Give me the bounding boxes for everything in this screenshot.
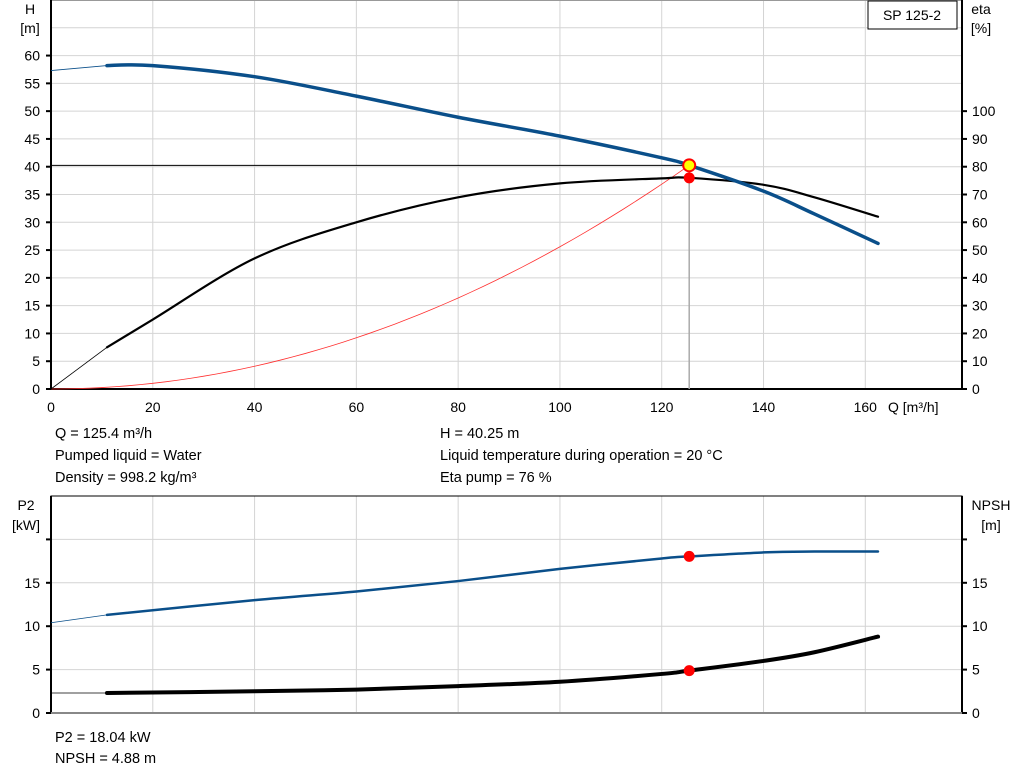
q-axis-label: Q [m³/h] xyxy=(888,399,939,415)
eta-axis-unit: [%] xyxy=(971,20,991,36)
eta-tick-label: 20 xyxy=(972,325,988,341)
npsh-duty-point xyxy=(683,665,695,677)
eta-axis-label: eta xyxy=(971,1,991,17)
eta-tick-label: 40 xyxy=(972,270,988,286)
p2-tick-label: 0 xyxy=(32,705,40,721)
plot-border xyxy=(50,495,963,714)
x-tick-label: 120 xyxy=(650,399,674,415)
curves xyxy=(50,63,881,696)
x-tick-label: 40 xyxy=(247,399,263,415)
h-tick-label: 40 xyxy=(24,159,40,175)
eta-tick-label: 70 xyxy=(972,187,988,203)
h-tick-label: 0 xyxy=(32,381,40,397)
x-tick-label: 20 xyxy=(145,399,161,415)
head-curve xyxy=(105,63,880,246)
duty-point xyxy=(682,158,697,173)
eta-duty-point xyxy=(683,172,695,184)
h-tick-label: 35 xyxy=(24,187,40,203)
eta-tick-label: 80 xyxy=(972,159,988,175)
npsh-tick-label: 0 xyxy=(972,705,980,721)
eta-tick-label: 90 xyxy=(972,131,988,147)
head-curve-extrapolated xyxy=(50,65,108,71)
eta-tick-label: 0 xyxy=(972,381,980,397)
info-q: Q = 125.4 m³/h xyxy=(55,426,152,442)
eta-curve-extrapolated xyxy=(50,347,108,390)
h-tick-label: 45 xyxy=(24,131,40,147)
x-tick-label: 60 xyxy=(349,399,365,415)
top-grid xyxy=(50,0,963,390)
chart-title: SP 125-2 xyxy=(883,7,941,23)
npsh-curve xyxy=(104,634,881,696)
info-temperature: Liquid temperature during operation = 20… xyxy=(440,448,723,464)
x-tick-label: 160 xyxy=(854,399,878,415)
h-axis-label: H xyxy=(25,1,35,17)
p2-duty-point xyxy=(683,550,695,562)
p2-tick-label: 5 xyxy=(32,662,40,678)
info-p2: P2 = 18.04 kW xyxy=(55,730,151,746)
x-tick-label: 0 xyxy=(47,399,55,415)
h-tick-label: 20 xyxy=(24,270,40,286)
npsh-axis-unit: [m] xyxy=(981,517,1000,533)
h-tick-label: 5 xyxy=(32,353,40,369)
info-npsh: NPSH = 4.88 m xyxy=(55,751,156,767)
p2-curve xyxy=(105,550,880,617)
x-tick-label: 140 xyxy=(752,399,776,415)
npsh-tick-label: 10 xyxy=(972,618,988,634)
npsh-tick-label: 15 xyxy=(972,575,988,591)
p2-curve-extrapolated xyxy=(50,614,108,624)
x-tick-label: 100 xyxy=(548,399,572,415)
eta-tick-label: 30 xyxy=(972,298,988,314)
h-tick-label: 10 xyxy=(24,325,40,341)
p2-tick-label: 15 xyxy=(24,575,40,591)
title-box xyxy=(867,0,958,30)
h-tick-label: 25 xyxy=(24,242,40,258)
info-h: H = 40.25 m xyxy=(440,426,519,442)
p2-axis-unit: [kW] xyxy=(12,517,40,533)
system-curve xyxy=(50,164,690,390)
eta-tick-label: 60 xyxy=(972,214,988,230)
x-tick-label: 80 xyxy=(450,399,466,415)
eta-tick-label: 50 xyxy=(972,242,988,258)
p2-axis-label: P2 xyxy=(17,497,34,513)
bottom-grid xyxy=(50,495,963,714)
info-liquid: Pumped liquid = Water xyxy=(55,448,202,464)
info-density: Density = 998.2 kg/m³ xyxy=(55,470,197,486)
npsh-tick-label: 5 xyxy=(972,662,980,678)
h-tick-label: 30 xyxy=(24,214,40,230)
eta-tick-label: 10 xyxy=(972,353,988,369)
h-tick-label: 15 xyxy=(24,298,40,314)
npsh-axis-label: NPSH xyxy=(972,497,1011,513)
h-tick-label: 50 xyxy=(24,103,40,119)
h-tick-label: 60 xyxy=(24,48,40,64)
info-eta: Eta pump = 76 % xyxy=(440,470,552,486)
eta-curve xyxy=(105,176,880,349)
eta-tick-label: 100 xyxy=(972,103,996,119)
h-axis-unit: [m] xyxy=(20,20,39,36)
p2-tick-label: 10 xyxy=(24,618,40,634)
tick-labels: 0 20 40 60 80 100 120 140 1600510152025303540455… xyxy=(24,48,995,721)
h-tick-label: 55 xyxy=(24,75,40,91)
